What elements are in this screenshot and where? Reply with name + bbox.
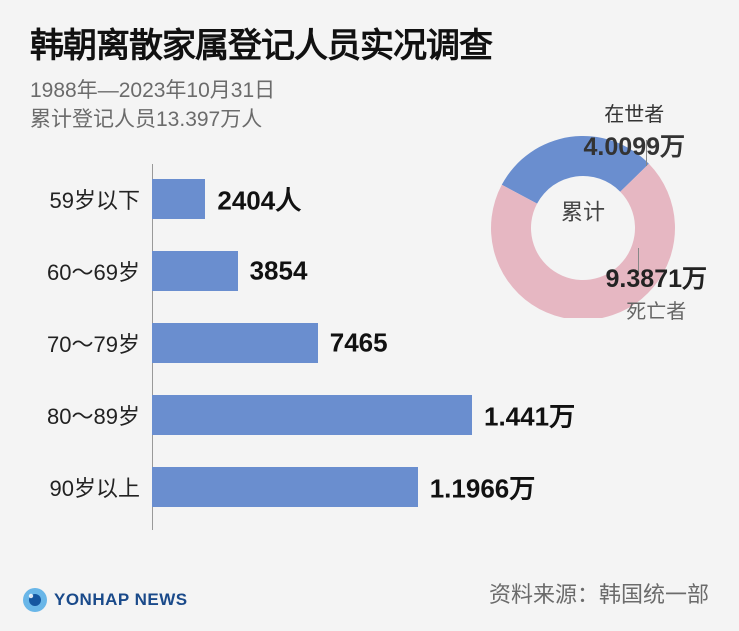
bar-track: 7465 <box>152 323 530 363</box>
bar-row: 80～89岁1.441万 <box>30 384 530 446</box>
bar-fill: 3854 <box>152 251 238 291</box>
chart-area: 59岁以下2404人60～69岁385470～79岁746580～89岁1.44… <box>30 168 709 558</box>
source-text: 资料来源：韩国统一部 <box>489 577 709 609</box>
donut-deceased-label: 9.3871万 死亡者 <box>606 259 707 324</box>
living-label-text: 在世者 <box>584 98 685 127</box>
bar-label: 60～69岁 <box>30 255 152 287</box>
living-value: 4.0099万 <box>584 127 685 163</box>
logo-icon <box>22 587 48 613</box>
bar-fill: 1.441万 <box>152 395 472 435</box>
donut-chart: 在世者 4.0099万 累计 9.3871万 死亡者 <box>453 98 713 318</box>
logo-text: YONHAP NEWS <box>54 590 188 610</box>
bar-label: 70～79岁 <box>30 327 152 359</box>
bar-row: 70～79岁7465 <box>30 312 530 374</box>
bar-track: 1.1966万 <box>152 467 530 507</box>
bar-value: 7465 <box>318 328 388 359</box>
bar-fill: 7465 <box>152 323 318 363</box>
bar-row: 90岁以上1.1966万 <box>30 456 530 518</box>
donut-center-label: 累计 <box>561 195 605 227</box>
bar-label: 59岁以下 <box>30 183 152 215</box>
bar-value: 2404人 <box>205 181 301 218</box>
bar-label: 90岁以上 <box>30 471 152 503</box>
donut-living-label: 在世者 4.0099万 <box>584 98 685 163</box>
deceased-value: 9.3871万 <box>606 259 707 295</box>
page-title: 韩朝离散家属登记人员实况调查 <box>30 28 709 65</box>
bar-fill: 1.1966万 <box>152 467 418 507</box>
leader-line-living <box>646 140 647 166</box>
bar-label: 80～89岁 <box>30 399 152 431</box>
deceased-label-text: 死亡者 <box>606 295 707 324</box>
logo: YONHAP NEWS <box>22 587 188 613</box>
bar-fill: 2404人 <box>152 179 205 219</box>
bar-track: 1.441万 <box>152 395 530 435</box>
bar-value: 1.441万 <box>472 397 575 434</box>
bar-value: 1.1966万 <box>418 469 536 506</box>
bar-value: 3854 <box>238 256 308 287</box>
